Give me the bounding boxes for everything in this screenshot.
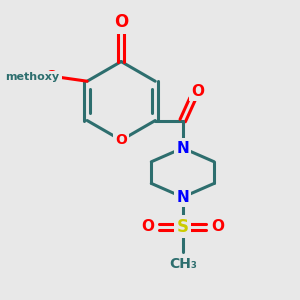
Text: N: N: [176, 140, 189, 155]
Text: O: O: [114, 13, 128, 31]
Text: methoxy: methoxy: [5, 72, 59, 82]
Text: O: O: [115, 133, 127, 147]
Text: O: O: [141, 219, 154, 234]
Text: CH₃: CH₃: [169, 257, 197, 271]
Text: O: O: [191, 83, 204, 98]
Text: O: O: [212, 219, 225, 234]
Text: O: O: [45, 69, 57, 83]
Text: N: N: [176, 190, 189, 205]
Text: O: O: [45, 69, 57, 83]
Text: S: S: [177, 218, 189, 236]
Text: methoxy: methoxy: [6, 71, 60, 81]
